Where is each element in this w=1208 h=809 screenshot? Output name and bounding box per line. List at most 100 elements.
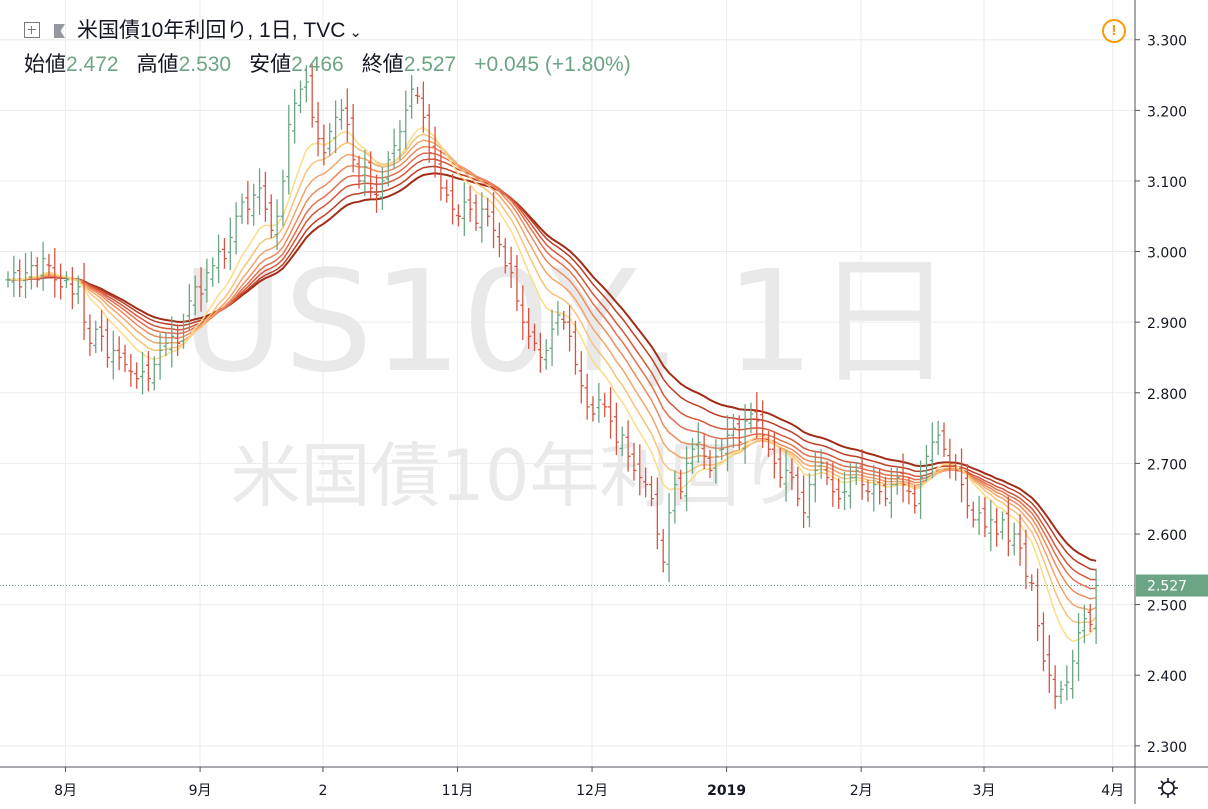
ohlc-bar [537,332,543,373]
ohlc-bar [526,308,532,349]
ohlc-bar [169,316,175,368]
x-tick-label: 2019 [707,783,746,799]
ohlc-bar [455,204,461,227]
ohlc-bar [508,246,514,288]
ohlc-bar [1052,665,1058,710]
chevron-down-icon[interactable]: ⌄ [349,24,362,41]
ohlc-bar [678,469,684,500]
ohlc-bar [333,100,339,154]
collapse-legend-icon[interactable] [24,22,40,38]
y-tick-label: 2.800 [1147,387,1187,403]
ohlc-bar [549,309,555,367]
ohlc-bar [871,464,877,512]
ohlc-bar [181,313,186,349]
ohlc-bar [479,192,485,243]
gear-icon[interactable] [1158,778,1178,798]
ohlc-bar [777,447,783,488]
ohlc-bar [590,396,596,422]
y-tick-label: 3.100 [1147,175,1187,191]
ohlc-bar [52,248,58,298]
ohlc-bar [1070,649,1076,699]
symbol-title-row: 米国債10年利回り, 1日, TVC ⌄ [24,14,362,44]
x-tick-label: 9月 [189,783,212,799]
ohlc-bar [461,182,467,237]
exchange[interactable]: TVC [303,19,346,42]
ohlc-bar [865,479,871,502]
ohlc-bar [292,89,298,144]
ohlc-bar [415,87,420,104]
ohlc-bar [64,271,69,289]
ohlc-bar [23,252,29,299]
ohlc-bar [660,529,666,573]
ohlc-bar [315,101,321,157]
ohlc-bar [338,99,344,130]
ohlc-bar [918,460,924,519]
ohlc-bar [280,169,286,227]
ohlc-bar [572,320,578,375]
ohlc-bar [116,336,122,371]
ohlc-bar [953,454,959,481]
ohlc-bar [602,392,608,418]
ohlc-bar [842,471,848,511]
ma-line-22 [7,145,1097,600]
ohlc-bar [198,267,204,312]
interval[interactable]: 1日 [259,19,292,42]
y-tick-label: 2.700 [1147,457,1187,473]
ohlc-bar [87,314,93,357]
ohlc-bar [853,461,859,486]
alert-icon[interactable]: ! [1102,19,1126,43]
ohlc-bar [771,432,777,479]
high-label: 高値 [136,53,179,76]
ohlc-bar [128,353,134,387]
high-value: 2.530 [178,53,232,76]
symbol-description[interactable]: 米国債10年利回り [77,19,248,42]
ohlc-bar [929,422,935,479]
y-tick-label: 3.200 [1147,104,1187,120]
y-tick-label: 2.300 [1147,740,1187,756]
ohlc-bar [689,437,695,474]
ohlc-bar [251,183,257,226]
ohlc-bar [356,155,362,189]
ohlc-bar [192,275,198,316]
ohlc-bar [385,151,391,187]
open-label: 始値 [24,53,66,76]
x-tick-label: 2月 [850,783,873,799]
ohlc-bar [163,332,169,357]
ohlc-bar [719,437,725,461]
ohlc-bar [227,217,233,271]
ohlc-bar [730,413,736,448]
ohlc-bar [707,449,713,479]
ohlc-bar [75,275,81,305]
ohlc-bar [239,193,245,224]
ohlc-bar [1040,612,1046,672]
ohlc-bar [245,180,251,225]
ohlc-bar [976,495,982,536]
ohlc-bar [754,392,760,439]
ohlc-bar [818,449,824,479]
ohlc-bar [906,476,912,505]
ohlc-bar [666,493,672,583]
ohlc-bar [672,470,678,524]
ohlc-bar [186,284,192,332]
ohlc-bar [766,430,771,457]
ohlc-bar [830,462,836,507]
watermark-description: 米国債10年利回り [230,435,809,517]
open-value: 2.472 [66,53,119,76]
ohlc-bar [619,426,625,457]
ohlc-bar [403,90,409,150]
last-price-label: 2.527 [1147,579,1187,595]
ohlc-bar [344,88,350,143]
flag-icon[interactable] [54,24,65,38]
ohlc-bar [912,485,918,514]
ohlc-bar [532,323,537,351]
ohlc-bar [473,194,479,231]
ohlc-bar [824,461,830,486]
ohlc-bar [643,467,649,498]
ohlc-bar [701,434,707,470]
separator: , [247,19,260,42]
y-tick-label: 2.500 [1147,599,1187,615]
ohlc-bar [555,300,561,336]
ohlc-bar [1058,680,1064,705]
